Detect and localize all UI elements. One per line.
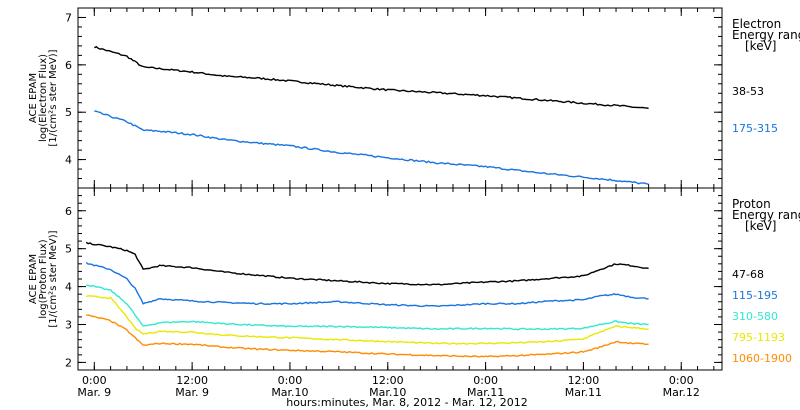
electron-legend-title: Electron	[732, 17, 781, 31]
proton-series-line-1060-1900	[86, 314, 649, 358]
proton-legend-entry: 47-68	[732, 268, 764, 281]
x-tick-date-label: Mar.12	[663, 386, 700, 399]
electron-y-tick-label: 4	[65, 154, 72, 167]
x-tick-time-label: 0:00	[278, 374, 303, 387]
x-tick-date-label: Mar. 9	[175, 386, 209, 399]
x-tick-time-label: 0:00	[669, 374, 694, 387]
proton-series-line-47-68	[85, 241, 649, 286]
proton-legend-entry: 310-580	[732, 310, 778, 323]
proton-legend-title: [keV]	[745, 219, 776, 233]
x-tick-date-label: Mar.10	[369, 386, 406, 399]
x-tick-date-label: Mar.11	[467, 386, 504, 399]
electron-legend-entry: 38-53	[732, 85, 764, 98]
proton-legend-entry: 795-1193	[732, 331, 785, 344]
x-tick-date-label: Mar.10	[271, 386, 308, 399]
electron-legend-title: [keV]	[745, 39, 776, 53]
x-tick-time-label: 12:00	[372, 374, 404, 387]
proton-y-axis-label: log(Proton Flux)	[38, 239, 49, 318]
electron-y-tick-label: 7	[65, 11, 72, 24]
x-axis-label: hours:minutes, Mar. 8, 2012 - Mar. 12, 2…	[286, 396, 528, 409]
electron-series-line-38-53	[93, 45, 649, 110]
x-tick-date-label: Mar. 9	[77, 386, 111, 399]
x-tick-time-label: 0:00	[473, 374, 498, 387]
electron-y-axis-label: [1/(cm²s ster MeV)]	[48, 49, 59, 146]
x-tick-time-label: 0:00	[82, 374, 107, 387]
proton-y-tick-label: 2	[65, 356, 72, 369]
proton-y-tick-label: 4	[65, 281, 72, 294]
proton-y-tick-label: 3	[65, 319, 72, 332]
proton-series-line-115-195	[85, 261, 649, 308]
proton-legend-entry: 115-195	[732, 289, 778, 302]
electron-y-tick-label: 6	[65, 59, 72, 72]
proton-legend-title: Energy ranges	[732, 208, 800, 222]
proton-y-tick-label: 6	[65, 205, 72, 218]
electron-legend-title: Energy ranges	[732, 28, 800, 42]
electron-legend-entry: 175-315	[732, 122, 778, 135]
proton-legend-entry: 1060-1900	[732, 352, 792, 365]
x-tick-time-label: 12:00	[568, 374, 600, 387]
electron-series-group	[93, 45, 649, 185]
proton-y-tick-label: 5	[65, 243, 72, 256]
electron-y-axis-label: log(Electron Flux)	[38, 54, 49, 142]
x-tick-date-label: Mar.11	[565, 386, 602, 399]
proton-series-line-795-1193	[86, 295, 649, 345]
electron-y-axis-label: ACE EPAM	[28, 73, 39, 123]
electron-panel-frame	[77, 7, 723, 189]
x-tick-time-label: 12:00	[176, 374, 208, 387]
proton-series-group	[85, 241, 649, 358]
electron-series-line-175-315	[94, 110, 649, 185]
proton-y-axis-label: [1/(cm²s ster MeV)]	[48, 230, 59, 327]
proton-y-axis-label: ACE EPAM	[28, 254, 39, 304]
electron-y-tick-label: 5	[65, 106, 72, 119]
proton-legend-title: Proton	[732, 197, 771, 211]
proton-series-line-310-580	[86, 284, 649, 331]
